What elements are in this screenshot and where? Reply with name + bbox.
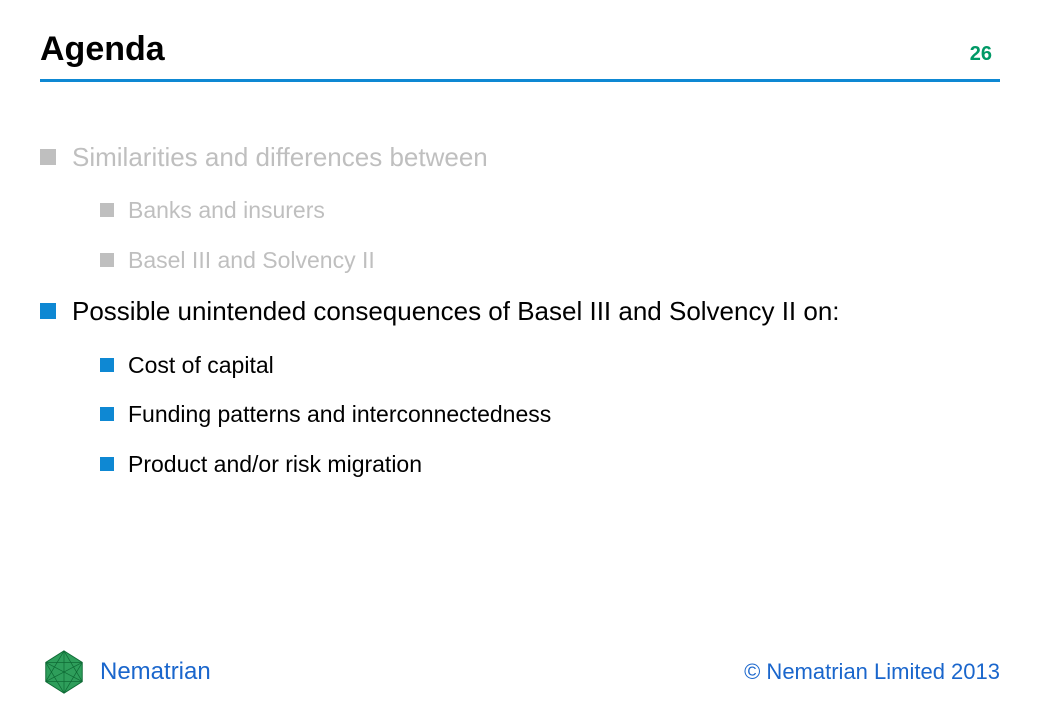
agenda-subitem: Cost of capital: [100, 352, 1000, 380]
agenda-subitem: Basel III and Solvency II: [100, 247, 1000, 275]
square-bullet-icon: [100, 457, 114, 471]
nematrian-logo-icon: [40, 648, 88, 696]
agenda-item-text: Possible unintended consequences of Base…: [72, 296, 840, 327]
square-bullet-icon: [40, 149, 56, 165]
square-bullet-icon: [100, 407, 114, 421]
footer: Nematrian © Nematrian Limited 2013: [40, 648, 1000, 696]
square-bullet-icon: [100, 253, 114, 267]
agenda-sublist: Banks and insurers Basel III and Solvenc…: [40, 197, 1000, 274]
agenda-item-text: Similarities and differences between: [72, 142, 488, 173]
agenda-list: Similarities and differences between Ban…: [40, 142, 1000, 478]
agenda-subitem: Banks and insurers: [100, 197, 1000, 225]
agenda-subitem-text: Product and/or risk migration: [128, 451, 422, 479]
slide-title: Agenda: [40, 30, 165, 69]
header: Agenda 26: [40, 30, 1000, 69]
agenda-subitem-text: Banks and insurers: [128, 197, 325, 225]
square-bullet-icon: [100, 203, 114, 217]
agenda-subitem-text: Funding patterns and interconnectedness: [128, 401, 551, 429]
brand-name: Nematrian: [100, 658, 211, 686]
copyright-text: © Nematrian Limited 2013: [744, 659, 1000, 685]
square-bullet-icon: [100, 358, 114, 372]
square-bullet-icon: [40, 303, 56, 319]
content: Similarities and differences between Ban…: [40, 82, 1000, 478]
agenda-subitem: Product and/or risk migration: [100, 451, 1000, 479]
agenda-item: Possible unintended consequences of Base…: [40, 296, 1000, 327]
slide: Agenda 26 Similarities and differences b…: [0, 0, 1040, 720]
page-number: 26: [970, 43, 1000, 66]
agenda-subitem-text: Basel III and Solvency II: [128, 247, 375, 275]
agenda-subitem-text: Cost of capital: [128, 352, 274, 380]
brand: Nematrian: [40, 648, 211, 696]
agenda-item: Similarities and differences between: [40, 142, 1000, 173]
agenda-sublist: Cost of capital Funding patterns and int…: [40, 352, 1000, 479]
agenda-subitem: Funding patterns and interconnectedness: [100, 401, 1000, 429]
